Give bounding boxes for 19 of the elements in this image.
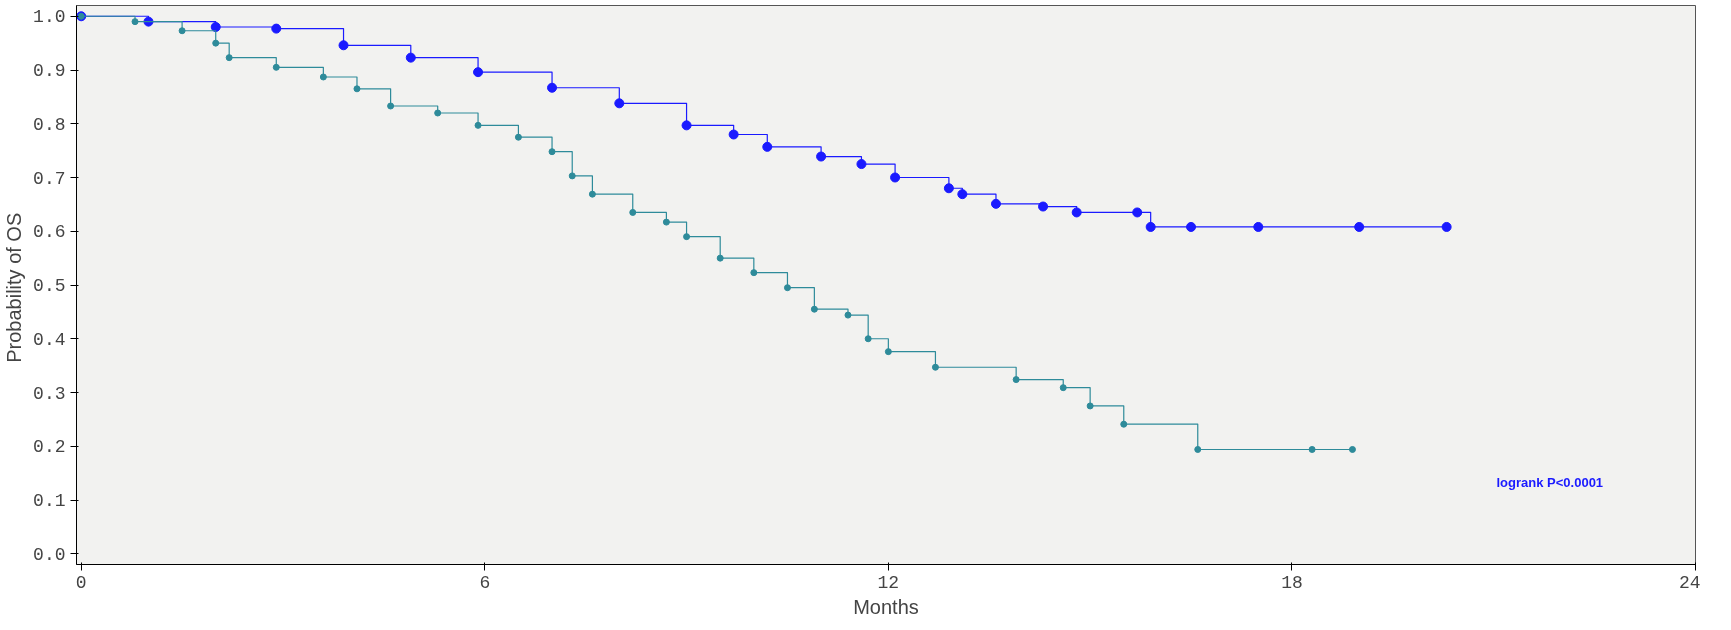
y-tick-label: 0.6 bbox=[33, 222, 66, 243]
x-tick-label: 12 bbox=[877, 572, 900, 593]
y-tick-label: 0.0 bbox=[33, 544, 66, 565]
x-tick-label: 0 bbox=[75, 572, 87, 593]
y-tick-label: 0.5 bbox=[33, 276, 66, 296]
y-tick-label: 0.2 bbox=[33, 437, 66, 458]
y-tick-label: 0.1 bbox=[33, 491, 66, 511]
x-tick-label: 6 bbox=[479, 572, 491, 593]
annotation: logrank P<0.0001 bbox=[1496, 474, 1604, 490]
y-tick-label: 0.7 bbox=[33, 168, 66, 189]
y-axis-title: Probability of OS bbox=[3, 212, 26, 363]
y-tick-label: 0.8 bbox=[33, 114, 66, 135]
y-tick-label: 0.4 bbox=[33, 329, 66, 350]
y-tick-label: 1.0 bbox=[33, 7, 66, 28]
x-axis-title: Months bbox=[853, 595, 919, 618]
y-tick-label: 0.9 bbox=[33, 61, 66, 81]
x-tick-label: 18 bbox=[1281, 572, 1303, 593]
x-tick-label: 24 bbox=[1678, 572, 1701, 593]
y-tick-label: 0.3 bbox=[33, 383, 66, 404]
